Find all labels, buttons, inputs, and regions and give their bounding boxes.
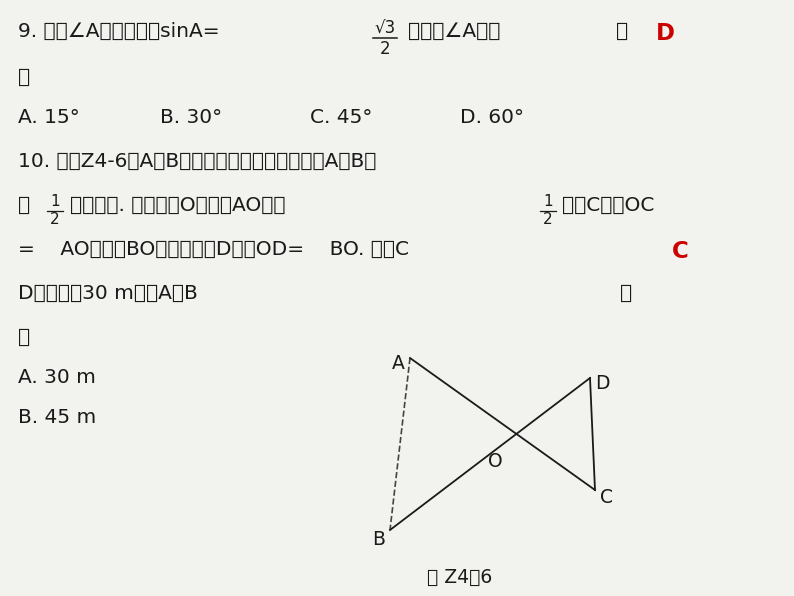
Text: =    AO，连接BO并延长到点D，使OD=    BO. 测得C: = AO，连接BO并延长到点D，使OD= BO. 测得C — [18, 240, 409, 259]
Text: ）: ） — [18, 328, 30, 347]
Text: 地: 地 — [18, 196, 30, 215]
Text: （: （ — [616, 22, 628, 41]
Text: C: C — [600, 488, 613, 507]
Text: D: D — [595, 374, 610, 393]
Text: 2: 2 — [50, 212, 60, 227]
Text: B. 30°: B. 30° — [160, 108, 222, 127]
Text: A. 30 m: A. 30 m — [18, 368, 96, 387]
Text: 1: 1 — [543, 194, 553, 209]
Text: C: C — [672, 240, 688, 263]
Text: O: O — [488, 452, 503, 471]
Text: B. 45 m: B. 45 m — [18, 408, 96, 427]
Text: 9. 已知∠A为锐角，且sinA=: 9. 已知∠A为锐角，且sinA= — [18, 22, 220, 41]
Text: 2: 2 — [380, 40, 391, 58]
Text: 2: 2 — [543, 212, 553, 227]
Text: D间距离为30 m，则A，B: D间距离为30 m，则A，B — [18, 284, 198, 303]
Text: 1: 1 — [50, 194, 60, 209]
Text: 10. 如图Z4-6，A，B两地之间有一池塘，要测量A，B两: 10. 如图Z4-6，A，B两地之间有一池塘，要测量A，B两 — [18, 152, 376, 171]
Text: D. 60°: D. 60° — [460, 108, 524, 127]
Text: √3: √3 — [375, 20, 395, 38]
Text: 到点C，使OC: 到点C，使OC — [562, 196, 654, 215]
Text: ，那么∠A等于: ，那么∠A等于 — [408, 22, 500, 41]
Text: ）: ） — [18, 68, 30, 87]
Text: 间的距离. 选择一点O，连接AO并延: 间的距离. 选择一点O，连接AO并延 — [70, 196, 286, 215]
Text: C. 45°: C. 45° — [310, 108, 372, 127]
Text: D: D — [656, 22, 675, 45]
Text: （: （ — [620, 284, 632, 303]
Text: A: A — [392, 354, 405, 373]
Text: B: B — [372, 530, 385, 549]
Text: 图 Z4－6: 图 Z4－6 — [427, 568, 492, 587]
Text: A. 15°: A. 15° — [18, 108, 79, 127]
